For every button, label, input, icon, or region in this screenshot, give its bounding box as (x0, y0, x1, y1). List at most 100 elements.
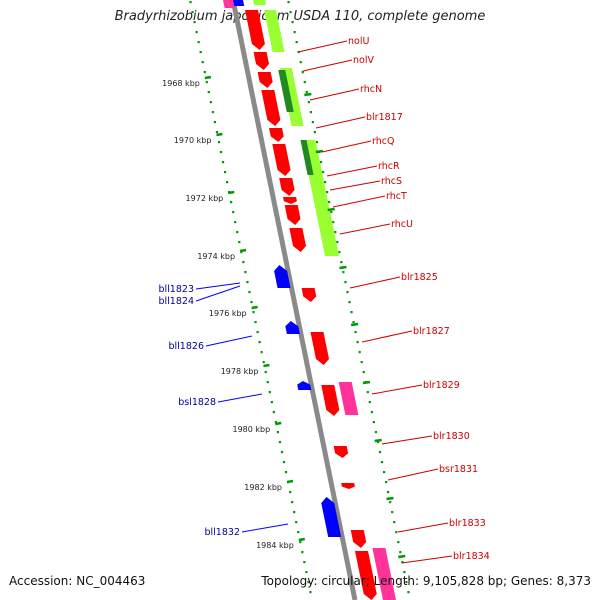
left-dot-line-dot (191, 11, 194, 14)
left-dot-line-dot (226, 181, 229, 184)
right-dot-line-dot (368, 401, 371, 404)
forward-gene (253, 52, 270, 70)
right-dot-line-dot (397, 541, 400, 544)
kbp-tick-mark (204, 75, 212, 80)
right-dot-line-dot (303, 81, 306, 84)
left-dot-line-dot (205, 81, 208, 84)
kbp-tick-label: 1974 kbp (197, 252, 235, 261)
left-dot-line-dot (272, 411, 275, 414)
right-dot-line-dot (344, 281, 347, 284)
right-dot-line-dot (334, 231, 337, 234)
right-dot-line-dot (380, 461, 384, 464)
left-dot-line-dot (307, 581, 310, 584)
forward-gene-label: blr1829 (423, 380, 460, 391)
right-dot-line-dot (393, 521, 396, 524)
pink-gene (223, 0, 235, 8)
left-dot-line-dot (230, 201, 233, 204)
forward-label-leader (297, 40, 348, 53)
left-dot-line-dot (278, 441, 282, 444)
pink-gene (338, 382, 359, 415)
forward-gene (350, 530, 367, 548)
cds-bar (264, 10, 285, 52)
right-dot-line-dot (287, 1, 290, 4)
right-dot-line-dot (395, 531, 398, 534)
right-dot-line-dot (366, 391, 369, 394)
kbp-tick-mark (298, 537, 306, 542)
kbp-tick-mark-right (327, 207, 335, 212)
forward-gene (257, 72, 273, 88)
kbp-tick-label: 1970 kbp (174, 136, 212, 145)
right-dot-line-dot (313, 131, 317, 134)
right-dot-line-dot (330, 211, 333, 214)
left-dot-line-dot (236, 231, 239, 234)
reverse-gene-label: bsl1828 (178, 397, 216, 408)
right-dot-line-dot (299, 61, 302, 64)
left-dot-line-dot (199, 51, 202, 54)
forward-gene (355, 551, 377, 600)
kbp-tick-mark (239, 248, 247, 253)
left-dot-line-dot (280, 451, 284, 454)
left-dot-line-dot (209, 101, 212, 104)
forward-gene (301, 288, 317, 302)
left-dot-line-dot (221, 161, 225, 164)
left-dot-line-dot (282, 461, 286, 464)
right-dot-line-dot (346, 291, 349, 294)
right-dot-line-dot (348, 301, 351, 304)
left-dot-line-dot (248, 291, 251, 294)
forward-gene-label: blr1834 (453, 551, 490, 562)
right-dot-line-dot (315, 141, 319, 144)
forward-gene-label: rhcU (391, 219, 413, 230)
forward-label-leader (309, 88, 360, 101)
forward-label-leader (361, 330, 413, 343)
right-dot-line-dot (307, 101, 310, 104)
forward-gene-label: nolV (353, 55, 374, 66)
reverse-gene (321, 497, 342, 537)
right-dot-line-dot (370, 411, 373, 414)
left-dot-line-dot (256, 331, 259, 334)
kbp-tick-mark-right (339, 265, 347, 270)
kbp-tick-mark-right (374, 438, 382, 443)
forward-gene (283, 197, 297, 204)
right-dot-line-dot (352, 321, 355, 324)
forward-label-leader (387, 468, 439, 481)
tick-dot-lines (189, 1, 410, 594)
kbp-tick-label: 1976 kbp (209, 309, 247, 318)
kbp-tick-mark-right (315, 149, 324, 154)
kbp-tick-mark-right (350, 322, 359, 327)
left-dot-line-dot (215, 131, 219, 134)
left-dot-line-dot (258, 341, 261, 344)
forward-gene-label: blr1827 (413, 326, 450, 337)
right-dot-line-dot (405, 581, 408, 584)
left-dot-line-dot (242, 261, 245, 264)
left-dot-line-dot (260, 351, 263, 354)
left-dot-line-dot (244, 271, 247, 274)
cds-bar (253, 0, 267, 5)
forward-label-leader (302, 59, 353, 72)
genome-title: Bradyrhizobium japonicum USDA 110, compl… (114, 9, 486, 24)
left-dot-line-dot (309, 591, 312, 594)
forward-gene (341, 483, 355, 489)
left-dot-line-dot (240, 251, 243, 254)
forward-gene-label: rhcN (360, 84, 382, 95)
left-dot-line-dot (305, 571, 308, 574)
right-dot-line-dot (403, 571, 406, 574)
left-dot-line-dot (252, 311, 255, 314)
reverse-label-leader (195, 285, 241, 302)
genome-summary-text: Topology: circular; Length: 9,105,828 bp… (261, 574, 591, 588)
right-dot-line-dot (319, 161, 323, 164)
right-dot-line-dot (289, 11, 292, 14)
left-dot-line-dot (266, 381, 269, 384)
kbp-tick-mark (263, 363, 270, 368)
right-dot-line-dot (295, 41, 298, 44)
left-dot-line-dot (223, 171, 227, 174)
forward-label-leader (329, 180, 381, 191)
reverse-gene (274, 265, 291, 288)
right-dot-line-dot (376, 441, 380, 444)
right-dot-line-dot (301, 71, 304, 74)
left-dot-line-dot (250, 301, 253, 304)
left-dot-line-dot (193, 21, 196, 24)
forward-gene-label: rhcQ (372, 136, 394, 147)
right-dot-line-dot (309, 111, 312, 114)
forward-gene-label: rhcT (386, 191, 407, 202)
